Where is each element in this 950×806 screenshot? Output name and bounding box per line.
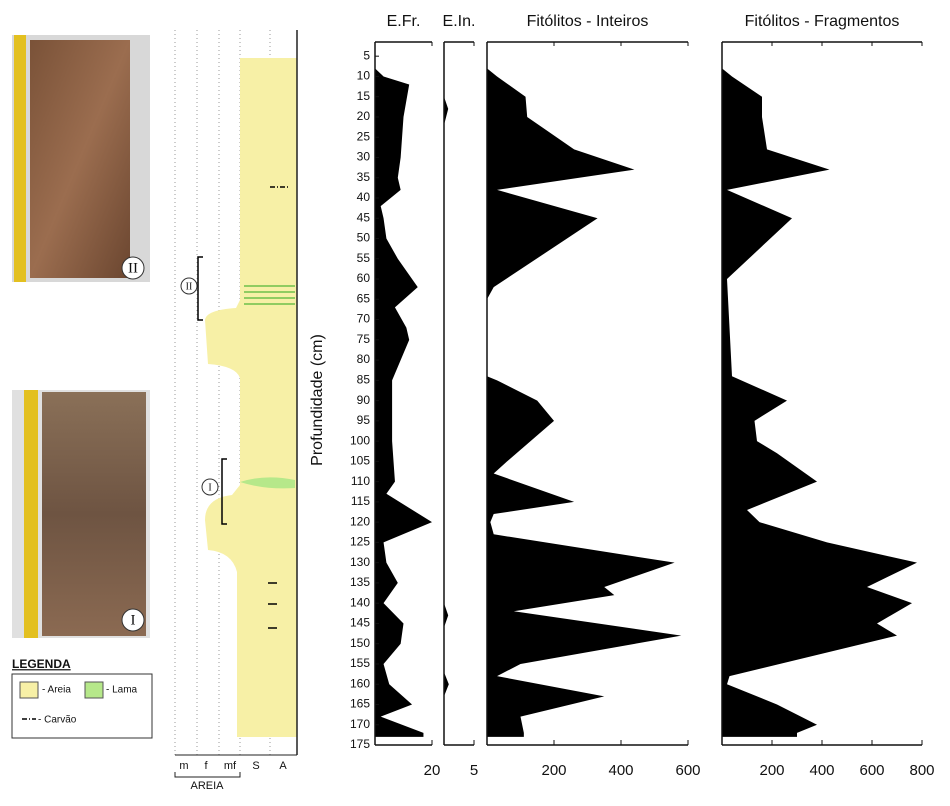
y-tick-label: 155 — [350, 656, 370, 670]
y-tick-label: 175 — [350, 737, 370, 751]
y-tick-label: 65 — [357, 291, 371, 305]
y-tick-label: 140 — [350, 595, 370, 609]
bracket-label: II — [186, 281, 193, 292]
grain-label: S — [252, 760, 259, 772]
y-tick-label: 95 — [357, 413, 371, 427]
legend: LEGENDA - Areia - Lama - Carvão — [11, 657, 153, 739]
y-tick-label: 105 — [350, 454, 370, 468]
x-tick-label: 20 — [424, 762, 441, 779]
grain-label: mf — [224, 760, 237, 772]
y-tick-label: 70 — [357, 312, 371, 326]
y-tick-label: 5 — [363, 48, 370, 62]
panel-title: E.Fr. — [387, 13, 421, 30]
y-tick-label: 120 — [350, 514, 370, 528]
y-tick-label: 55 — [357, 251, 371, 265]
lithology-column: II I m f mf S A AREIA — [174, 30, 298, 792]
y-tick-label: 15 — [357, 89, 371, 103]
y-tick-label: 45 — [357, 210, 371, 224]
y-tick-label: 110 — [351, 474, 370, 488]
y-tick-label: 25 — [357, 129, 371, 143]
x-tick-label: 5 — [470, 762, 478, 779]
legend-item: - Carvão — [38, 715, 77, 726]
grain-label: f — [204, 760, 208, 772]
y-tick-label: 75 — [357, 332, 371, 346]
x-tick-label: 400 — [608, 762, 633, 779]
y-axis-label: Profundidade (cm) — [309, 334, 326, 466]
panel-title: Fitólitos - Fragmentos — [745, 13, 900, 30]
y-tick-label: 20 — [357, 109, 371, 123]
legend-item: - Lama — [106, 685, 138, 696]
y-tick-label: 125 — [350, 535, 370, 549]
y-tick-label: 145 — [350, 616, 370, 630]
bracket-label: I — [208, 482, 211, 493]
x-tick-label: 400 — [809, 762, 834, 779]
y-tick-label: 100 — [350, 433, 370, 447]
x-tick-label: 600 — [675, 762, 700, 779]
x-tick-label: 200 — [541, 762, 566, 779]
y-tick-label: 30 — [357, 150, 371, 164]
area — [487, 68, 682, 737]
y-tick-label: 165 — [350, 697, 370, 711]
y-tick-label: 50 — [357, 231, 371, 245]
y-tick-label: 90 — [357, 393, 371, 407]
core-photo: I — [12, 390, 150, 638]
core-photo: II — [12, 35, 150, 282]
photo-label: I — [131, 612, 136, 628]
x-tick-label: 800 — [909, 762, 934, 779]
legend-title: LEGENDA — [12, 657, 71, 671]
y-tick-label: 10 — [357, 69, 371, 83]
y-tick-label: 160 — [350, 676, 370, 690]
y-tick-label: 170 — [350, 717, 370, 731]
x-tick-label: 600 — [859, 762, 884, 779]
area — [375, 68, 432, 737]
x-tick-label: 200 — [759, 762, 784, 779]
y-tick-label: 130 — [350, 555, 370, 569]
y-tick-label: 80 — [357, 352, 371, 366]
photo-label: II — [128, 260, 138, 276]
area — [722, 68, 917, 737]
y-tick-label: 115 — [351, 494, 370, 508]
grain-label: A — [279, 760, 287, 772]
panel-title: Fitólitos - Inteiros — [527, 13, 649, 30]
y-tick-label: 60 — [357, 271, 371, 285]
legend-item: - Areia — [42, 685, 71, 696]
panel-title: E.In. — [443, 13, 476, 30]
y-tick-label: 85 — [357, 373, 371, 387]
y-tick-label: 35 — [357, 170, 371, 184]
y-tick-label: 135 — [350, 575, 370, 589]
y-tick-label: 40 — [357, 190, 371, 204]
group-label: AREIA — [190, 780, 224, 792]
grain-label: m — [179, 760, 188, 772]
y-tick-label: 150 — [350, 636, 370, 650]
